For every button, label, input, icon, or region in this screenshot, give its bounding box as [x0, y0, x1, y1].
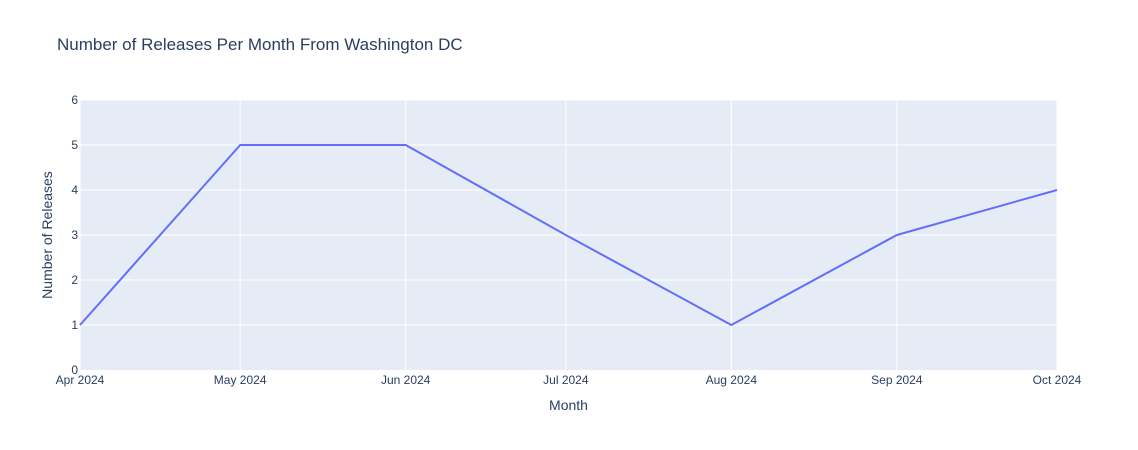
y-tick-label: 1	[71, 318, 78, 332]
y-tick-label: 0	[71, 363, 78, 377]
x-tick-label: Aug 2024	[706, 373, 758, 387]
x-tick-label: Oct 2024	[1033, 373, 1082, 387]
x-axis-title: Month	[549, 397, 588, 413]
x-tick-label: Jun 2024	[381, 373, 431, 387]
y-tick-label: 3	[71, 228, 78, 242]
x-tick-label: May 2024	[214, 373, 267, 387]
x-tick-label: Jul 2024	[543, 373, 589, 387]
y-tick-label: 4	[71, 183, 78, 197]
series-line	[79, 144, 1058, 326]
y-tick-labels: 0 1 2 3 4 5 6	[71, 93, 78, 377]
x-tick-labels: Apr 2024 May 2024 Jun 2024 Jul 2024 Aug 2024…	[56, 373, 1082, 387]
x-tick-label: Apr 2024	[56, 373, 105, 387]
chart-title: Number of Releases Per Month From Washin…	[57, 35, 463, 54]
y-tick-label: 6	[71, 93, 78, 107]
x-tick-label: Sep 2024	[871, 373, 923, 387]
y-tick-label: 2	[71, 273, 78, 287]
series-group	[79, 144, 1058, 326]
y-tick-label: 5	[71, 138, 78, 152]
y-axis-title: Number of Releases	[39, 171, 55, 299]
